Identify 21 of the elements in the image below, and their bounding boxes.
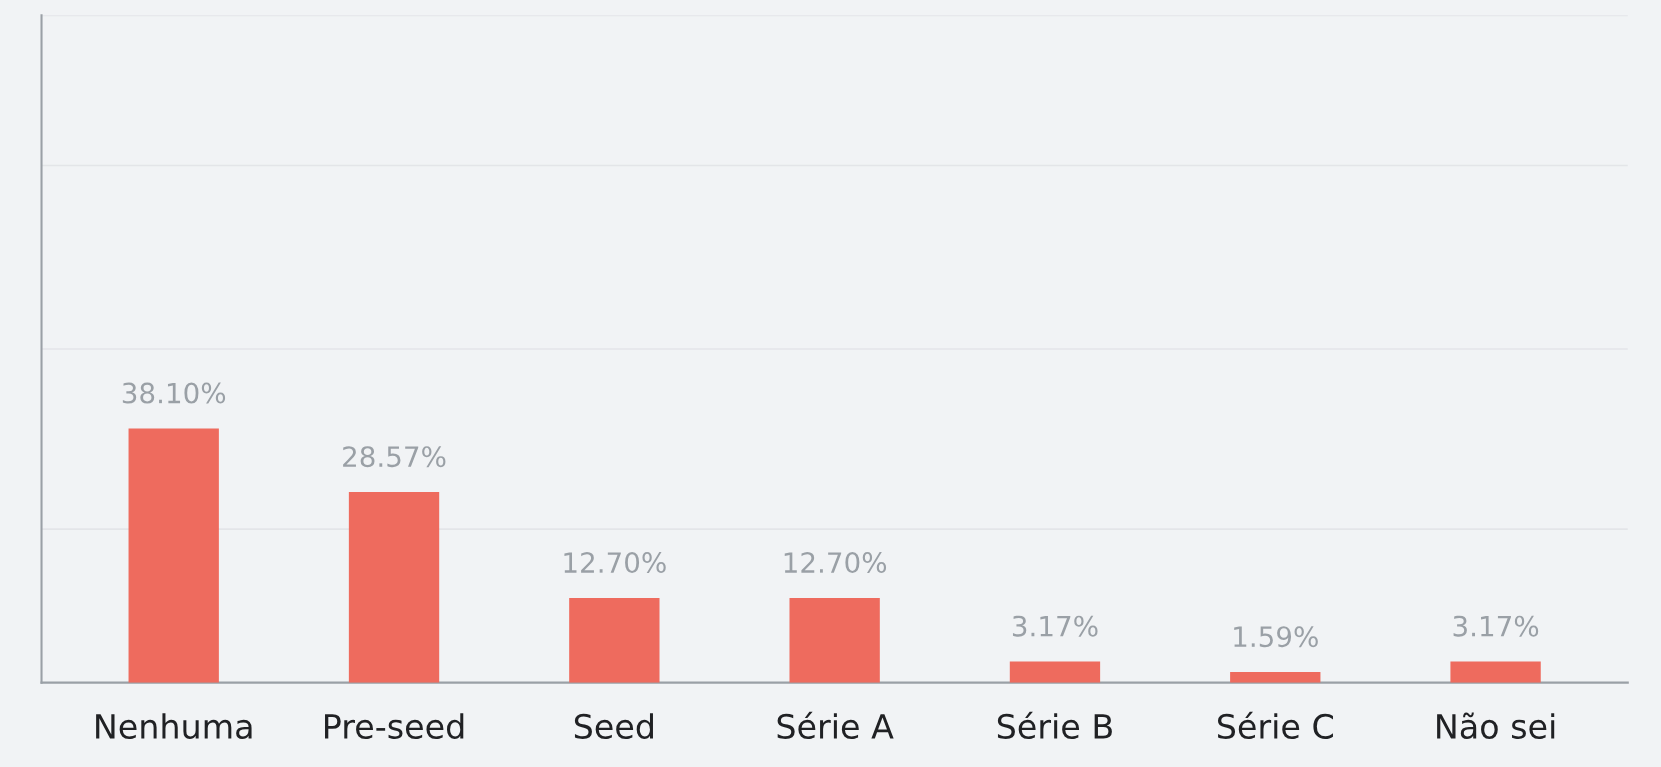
bar [569,597,660,683]
bar [1009,661,1101,683]
bar [128,428,219,683]
bar [1230,672,1321,683]
data-label: 28.57% [343,446,446,468]
x-tick-label: Pre-seed [325,713,464,739]
x-tick-label: Série C [1217,711,1333,739]
bar [348,491,440,683]
data-label: 3.17% [1012,615,1098,637]
x-tick-label: Não sei [1437,712,1555,739]
data-label: 1.59% [1234,626,1318,648]
x-tick-label: Seed [574,713,653,739]
data-label: 12.70% [564,552,666,574]
x-tick-label: Série A [777,711,894,739]
data-label: 38.10% [122,382,226,404]
data-label: 12.70% [784,552,887,574]
x-tick-label: Série B [997,711,1112,739]
x-tick-label: Nenhuma [96,713,252,739]
data-label: 3.17% [1453,615,1539,637]
bar [1450,661,1541,683]
bar [789,597,880,683]
